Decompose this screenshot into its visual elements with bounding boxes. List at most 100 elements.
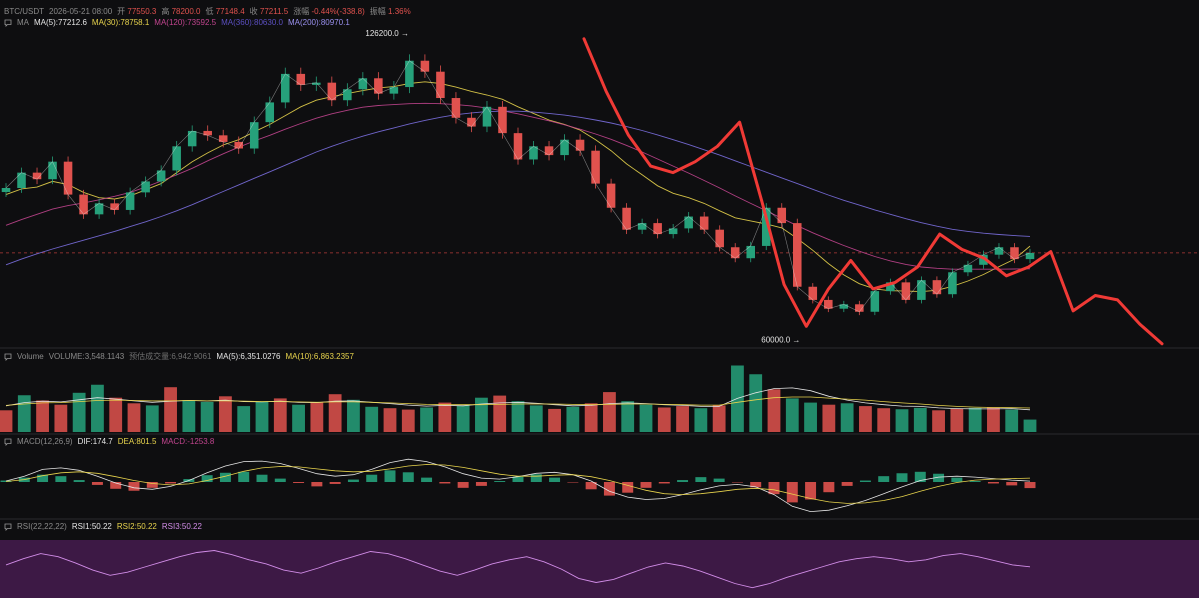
volume-bar: [822, 404, 836, 432]
chat-bubble-icon[interactable]: [4, 438, 12, 446]
macd-histogram-bar: [73, 480, 85, 482]
macd-histogram-bar: [384, 470, 396, 482]
change-value: -0.44%(-338.8): [311, 7, 365, 16]
macd-histogram-bar: [878, 476, 890, 482]
candle-body: [1, 188, 11, 193]
low-label: 低: [205, 7, 214, 16]
close-value: 77211.5: [259, 7, 289, 16]
volume-ma10: MA(10):6,863.2357: [285, 352, 354, 361]
macd-histogram-bar: [201, 475, 213, 482]
ma360-value: MA(360):80630.0: [221, 18, 283, 27]
macd-histogram-bar: [402, 472, 414, 482]
amplitude-label: 振幅: [369, 7, 386, 16]
chat-bubble-icon[interactable]: [4, 353, 12, 361]
volume-bar: [639, 404, 653, 432]
volume-bar: [0, 410, 13, 432]
candle-body: [343, 89, 352, 101]
high-annotation: 126200.0 →: [365, 29, 409, 38]
volume-bar: [950, 408, 964, 432]
macd-dea-line: [5, 464, 1031, 504]
candle-body: [824, 299, 833, 309]
macd-histogram-bar: [549, 477, 561, 482]
high-value: 78200.0: [171, 7, 201, 16]
candle-body: [296, 73, 306, 85]
macd-dea: DEA:801.5: [117, 437, 157, 446]
macd-histogram-bar: [731, 482, 743, 483]
volume-bar: [36, 400, 49, 432]
candle-body: [979, 254, 988, 265]
volume-bar: [932, 410, 945, 432]
macd-histogram-bar: [366, 474, 378, 482]
chat-bubble-icon[interactable]: [4, 523, 12, 531]
volume-bar: [749, 374, 763, 432]
volume-label: Volume: [17, 352, 44, 361]
candle-body: [420, 60, 430, 72]
volume-bar: [913, 407, 927, 432]
volume-bar: [54, 404, 68, 432]
volume-bar: [1005, 409, 1019, 432]
volume-bar: [200, 401, 214, 432]
volume-bar: [72, 392, 86, 432]
rsi-legend: RSI(22,22,22) RSI1:50.22 RSI2:50.22 RSI3…: [4, 522, 202, 531]
open-value: 77550.3: [127, 7, 157, 16]
candle-body: [467, 117, 476, 127]
macd-histogram-bar: [274, 478, 286, 482]
macd-legend: MACD(12,26,9) DIF:174.7 DEA:801.5 MACD:-…: [4, 437, 214, 446]
rsi-label: RSI(22,22,22): [17, 522, 67, 531]
candle-body: [886, 282, 895, 292]
ma5-value: MA(5):77212.6: [34, 18, 87, 27]
macd-histogram-bar: [841, 482, 853, 486]
macd-histogram-bar: [585, 482, 597, 490]
candle-body: [684, 216, 693, 229]
volume-bar: [694, 408, 708, 432]
ma-line-ma200: [5, 110, 1031, 266]
macd-histogram-bar: [91, 482, 103, 485]
candle-body: [746, 245, 755, 259]
ma120-value: MA(120):73592.5: [154, 18, 217, 27]
ma-line-ma30: [5, 81, 1031, 293]
volume-bar: [182, 400, 196, 432]
volume-bar: [456, 405, 470, 432]
volume-ma10-line: [5, 396, 1031, 409]
volume-bar: [877, 408, 891, 432]
volume-bar: [219, 396, 232, 432]
macd-histogram-bar: [439, 482, 451, 484]
amplitude-value: 1.36%: [388, 7, 411, 16]
candle-body: [855, 304, 864, 312]
candle-body: [963, 264, 973, 273]
chat-bubble-icon[interactable]: [4, 19, 12, 27]
candle-body: [187, 130, 197, 147]
volume-bar: [292, 404, 305, 432]
candle-body: [218, 135, 228, 142]
price-header: BTC/USDT 2026-05-21 08:00 开 77550.3 高 78…: [4, 6, 411, 17]
candle-body: [1025, 252, 1035, 260]
macd-histogram-bar: [933, 473, 945, 482]
macd-histogram-bar: [293, 482, 305, 483]
candle-body: [312, 82, 321, 85]
candle-body: [637, 223, 647, 230]
macd-dif: DIF:174.7: [77, 437, 113, 446]
macd-value: MACD:-1253.8: [161, 437, 215, 446]
candle-body: [203, 130, 212, 136]
candle-body: [1010, 247, 1019, 260]
candle-body: [544, 146, 554, 156]
candle-body: [575, 139, 585, 151]
volume-bar: [785, 398, 799, 432]
volume-bar: [401, 409, 415, 432]
macd-label: MACD(12,26,9): [17, 437, 73, 446]
volume-bar: [968, 407, 982, 432]
macd-histogram-bar: [768, 482, 780, 495]
volume-bar: [347, 399, 360, 432]
volume-bar: [493, 395, 507, 432]
macd-dif-line: [5, 458, 1031, 513]
volume-bar: [127, 403, 141, 432]
high-label: 高: [161, 7, 170, 16]
macd-histogram-bar: [37, 474, 49, 482]
candle-body: [668, 228, 678, 235]
macd-histogram-bar: [146, 482, 158, 488]
macd-histogram-bar: [786, 482, 798, 503]
candle-body: [125, 192, 135, 210]
volume-bar: [584, 403, 598, 432]
volume-bar: [1023, 419, 1037, 432]
macd-histogram-bar: [914, 471, 926, 482]
